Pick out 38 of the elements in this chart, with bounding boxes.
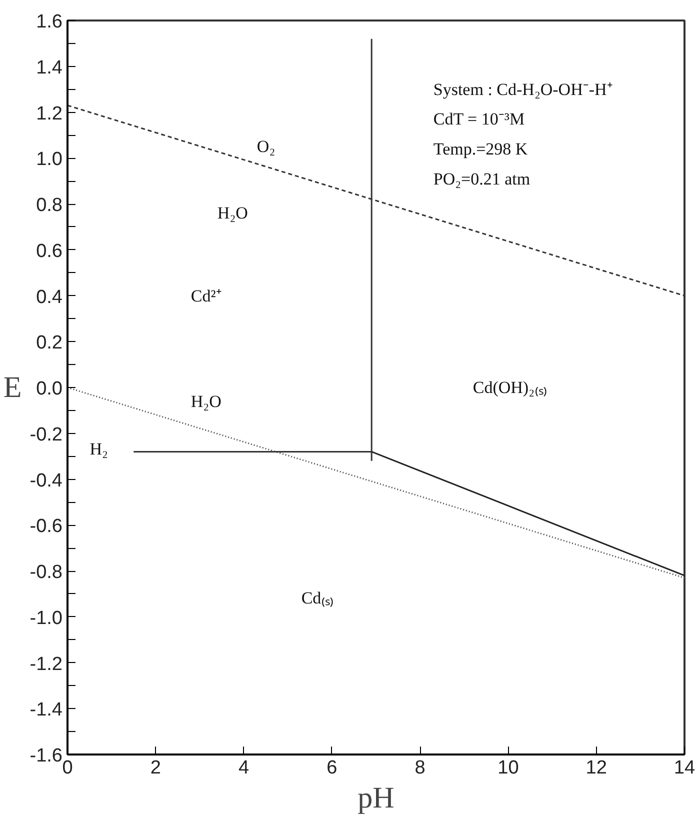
x-axis-title: pH — [358, 782, 394, 814]
annotation: H₂ — [90, 440, 108, 459]
y-tick-label: 0.2 — [36, 332, 63, 354]
y-tick-label: -1.4 — [30, 700, 63, 721]
y-tick-label: 0.0 — [36, 378, 63, 400]
x-tick-label: 6 — [326, 758, 338, 778]
x-tick-label: 8 — [414, 758, 426, 778]
y-tick-label: -1.2 — [30, 654, 63, 675]
annotation: H₂O — [217, 203, 248, 222]
y-tick-label: 1.6 — [36, 12, 63, 32]
x-tick-label: 4 — [238, 758, 250, 778]
y-tick-label: 0.8 — [36, 195, 63, 216]
y-tick-label: -0.6 — [30, 516, 63, 538]
y-tick-label: 1.2 — [36, 103, 63, 124]
x-tick-label: 12 — [586, 758, 607, 778]
x-tick-label: 14 — [674, 758, 696, 778]
y-tick-label: 0.4 — [36, 286, 63, 308]
annotation: Temp.=298 K — [433, 139, 528, 158]
y-tick-label: -0.8 — [30, 562, 63, 583]
annotation: Cd²⁺ — [190, 286, 222, 306]
x-tick-label: 2 — [150, 758, 161, 778]
x-tick-label: 10 — [498, 758, 519, 778]
y-tick-label: -0.4 — [30, 470, 63, 492]
annotation: System : Cd-H₂O-OH⁻-H⁺ — [433, 80, 613, 99]
y-tick-label: 0.6 — [36, 240, 63, 262]
y-tick-label: -0.2 — [30, 424, 63, 446]
annotation: CdT = 10⁻³M — [433, 109, 525, 128]
y-tick-label: -1.6 — [30, 746, 63, 766]
annotation: Cd(OH)₂₍ₛ₎ — [472, 378, 548, 397]
y-tick-label: 1.0 — [36, 149, 63, 170]
annotation: Cd₍ₛ₎ — [301, 588, 334, 608]
y-tick-label: 1.4 — [36, 57, 63, 78]
y-tick-label: -1.0 — [30, 608, 63, 629]
annotation: H₂O — [190, 392, 222, 411]
y-axis-title: E — [3, 371, 22, 404]
annotation: O₂ — [256, 137, 276, 156]
annotation: PO₂=0.21 atm — [433, 170, 530, 189]
x-tick-label: 0 — [62, 758, 73, 778]
